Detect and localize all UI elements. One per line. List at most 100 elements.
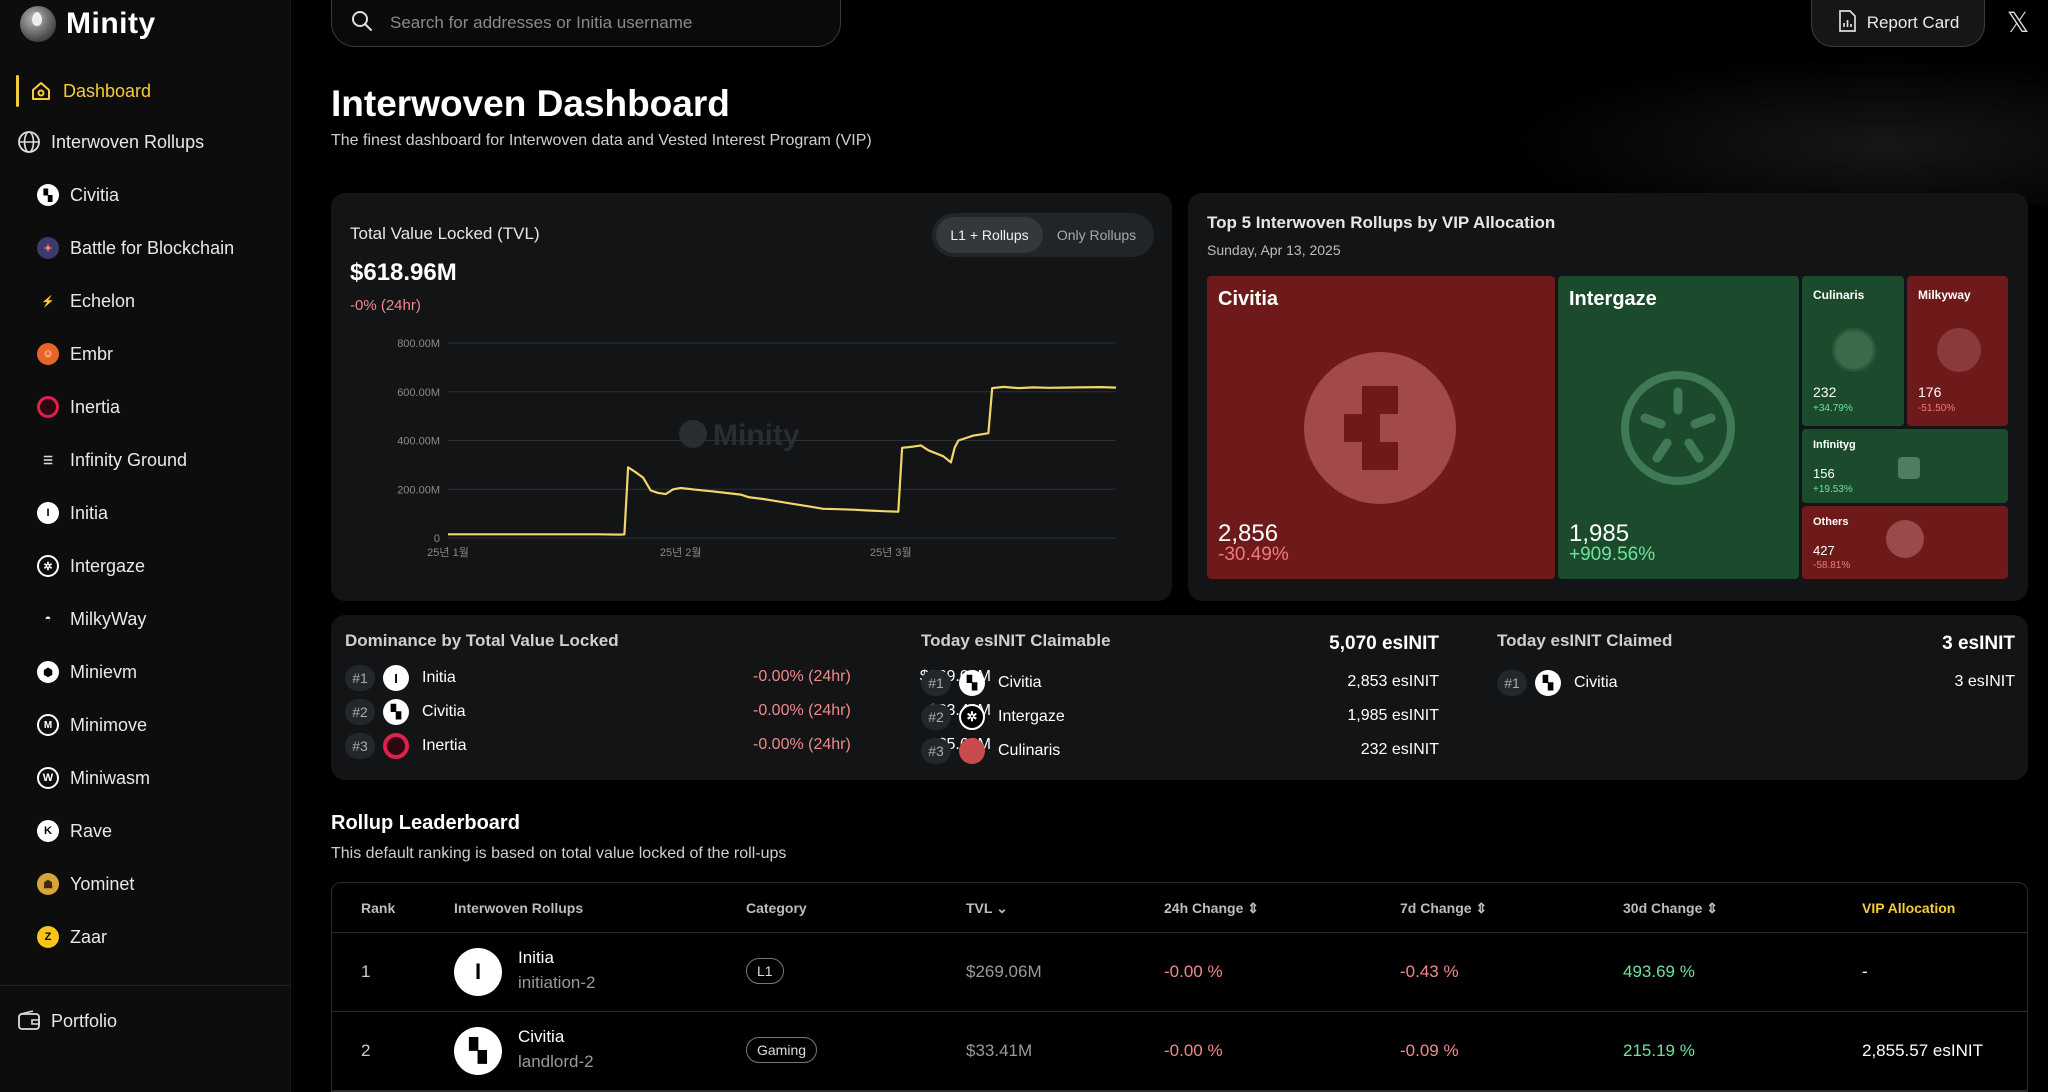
sidebar-item-civitia[interactable]: ▚ Civitia: [0, 175, 290, 215]
table-row[interactable]: 2 ▚ Civitia landlord-2 Gaming $33.41M -0…: [332, 1012, 2027, 1091]
sidebar-item-minievm[interactable]: ⬢ Minievm: [0, 652, 290, 692]
dominance-row[interactable]: #1 I Initia: [345, 664, 456, 692]
tvl-change: -0% (24hr): [350, 297, 421, 314]
page-title: Interwoven Dashboard: [331, 83, 730, 124]
tvl-scope-toggle[interactable]: L1 + Rollups Only Rollups: [932, 213, 1154, 257]
treemap-tile-culinaris[interactable]: Culinaris 232 +34.79%: [1802, 276, 1904, 426]
sidebar-item-label: Miniwasm: [70, 767, 151, 788]
home-icon: [29, 79, 53, 103]
yominet-icon: ☗: [36, 872, 60, 896]
sidebar-item-label: Zaar: [70, 926, 108, 947]
report-card-button[interactable]: Report Card: [1811, 0, 1985, 47]
sidebar-item-label: Embr: [70, 343, 114, 364]
echelon-icon: ⚡: [41, 295, 55, 308]
sidebar-item-inertia[interactable]: Inertia: [0, 387, 290, 427]
wallet-icon: [17, 1009, 41, 1033]
search-input[interactable]: [390, 13, 810, 33]
dominance-row[interactable]: #2 ▚ Civitia: [345, 698, 466, 726]
search-bar[interactable]: [331, 0, 841, 47]
treemap-tile-milkyway[interactable]: Milkyway 176 -51.50%: [1907, 276, 2008, 426]
col-tvl[interactable]: TVL ⌄: [966, 900, 1008, 917]
sidebar-item-label: Inertia: [70, 396, 121, 417]
claimable-row[interactable]: #1 ▚ Civitia: [921, 669, 1042, 697]
leaderboard-title: Rollup Leaderboard: [331, 812, 520, 834]
initia-icon: [1886, 520, 1924, 558]
app-logo[interactable]: Minity: [20, 6, 156, 42]
sidebar-item-echelon[interactable]: ⚡ Echelon: [0, 281, 290, 321]
sidebar-item-embr[interactable]: ☺ Embr: [0, 334, 290, 374]
sidebar-item-intergaze[interactable]: ✲ Intergaze: [0, 546, 290, 586]
tile-value: 176: [1918, 384, 1942, 400]
claimable-row[interactable]: #3 Culinaris: [921, 737, 1060, 765]
stats-strip: Dominance by Total Value Locked #1 I Ini…: [331, 615, 2028, 780]
initia-icon: I: [383, 665, 409, 691]
claimable-total: 5,070 esINIT: [1329, 633, 1439, 654]
sidebar-item-portfolio[interactable]: Portfolio: [0, 1001, 290, 1041]
claimable-amount: 2,853 esINIT: [1347, 673, 1439, 690]
search-icon: [350, 9, 374, 38]
rollup-name: Culinaris: [998, 742, 1061, 759]
background-decoration: [1500, 55, 2048, 205]
x-tick-label: 25년 3월: [870, 546, 912, 559]
sidebar-item-yominet[interactable]: ☗ Yominet: [0, 864, 290, 904]
y-tick-label: 400.00M: [397, 436, 440, 448]
zaar-icon: Z: [36, 925, 60, 949]
claimed-total: 3 esINIT: [1942, 633, 2015, 654]
dominance-row[interactable]: #3 Inertia: [345, 732, 466, 760]
dominance-change: -0.00% (24hr): [753, 668, 851, 685]
toggle-l1-rollups[interactable]: L1 + Rollups: [936, 217, 1043, 253]
col-24h-change[interactable]: 24h Change ⇕: [1164, 900, 1259, 917]
sidebar-item-battle-for-blockchain[interactable]: ✦ Battle for Blockchain: [0, 228, 290, 268]
sidebar-item-minimove[interactable]: M Minimove: [0, 705, 290, 745]
claimed-row[interactable]: #1 ▚ Civitia: [1497, 669, 1618, 697]
sidebar-item-miniwasm[interactable]: W Miniwasm: [0, 758, 290, 798]
sidebar-item-label: Minievm: [70, 661, 138, 682]
tile-value: 156: [1813, 466, 1835, 481]
tile-value: 427: [1813, 543, 1835, 558]
col-7d-change[interactable]: 7d Change ⇕: [1400, 900, 1487, 917]
tile-name: Others: [1813, 516, 1849, 528]
intergaze-icon: ✲: [959, 704, 985, 730]
col-30d-change[interactable]: 30d Change ⇕: [1623, 900, 1718, 917]
treemap-tile-civitia[interactable]: Civitia 2,856 -30.49%: [1207, 276, 1555, 579]
civitia-icon: ▚: [454, 1027, 502, 1075]
claimable-amount: 1,985 esINIT: [1347, 707, 1439, 724]
sidebar-item-zaar[interactable]: Z Zaar: [0, 917, 290, 957]
col-vip-allocation[interactable]: VIP Allocation: [1862, 900, 1956, 916]
treemap-tile-infinityg[interactable]: Infinityg 156 +19.53%: [1802, 429, 2008, 503]
intergaze-icon: ✲: [36, 554, 60, 578]
rollup-name: Civitia: [422, 703, 466, 720]
sidebar-item-interwoven-rollups[interactable]: Interwoven Rollups: [0, 122, 290, 162]
rave-icon: K: [36, 819, 60, 843]
col-rollups[interactable]: Interwoven Rollups: [454, 900, 584, 916]
tile-change: +34.79%: [1813, 403, 1853, 414]
row-name: Initia: [518, 948, 554, 967]
x-social-icon[interactable]: 𝕏: [2006, 7, 2030, 38]
top5-date: Sunday, Apr 13, 2025: [1207, 242, 1341, 258]
rollup-name: Initia: [422, 669, 456, 686]
tile-change: -30.49%: [1218, 544, 1289, 565]
tile-value: 2,856: [1218, 520, 1279, 547]
sidebar-item-initia[interactable]: I Initia: [0, 493, 290, 533]
x-tick-label: 25년 2월: [660, 546, 702, 559]
row-24h-change: -0.00 %: [1164, 1041, 1223, 1060]
tile-name: Intergaze: [1569, 288, 1657, 310]
tile-name: Culinaris: [1813, 288, 1865, 302]
col-rank[interactable]: Rank: [361, 900, 396, 916]
claimable-row[interactable]: #2 ✲ Intergaze: [921, 703, 1065, 731]
sidebar-item-rave[interactable]: K Rave: [0, 811, 290, 851]
toggle-only-rollups[interactable]: Only Rollups: [1056, 227, 1137, 243]
sidebar-item-milkyway[interactable]: ◓ MilkyWay: [0, 599, 290, 639]
tile-change: -58.81%: [1813, 560, 1851, 571]
row-tvl: $33.41M: [966, 1041, 1033, 1060]
treemap-tile-intergaze[interactable]: Intergaze 1,985 +909.56%: [1558, 276, 1799, 579]
table-row[interactable]: 1 I Initia initiation-2 L1 $269.06M -0.0…: [332, 933, 2027, 1012]
col-category[interactable]: Category: [746, 900, 807, 916]
tile-value: 232: [1813, 384, 1837, 400]
treemap-tile-others[interactable]: Others 427 -58.81%: [1802, 506, 2008, 579]
tile-name: Civitia: [1218, 288, 1279, 310]
minievm-icon: ⬢: [36, 660, 60, 684]
sidebar-item-infinity-ground[interactable]: ☰ Infinity Ground: [0, 440, 290, 480]
sidebar-item-dashboard[interactable]: Dashboard: [0, 71, 290, 111]
rank-badge: #3: [921, 738, 951, 764]
